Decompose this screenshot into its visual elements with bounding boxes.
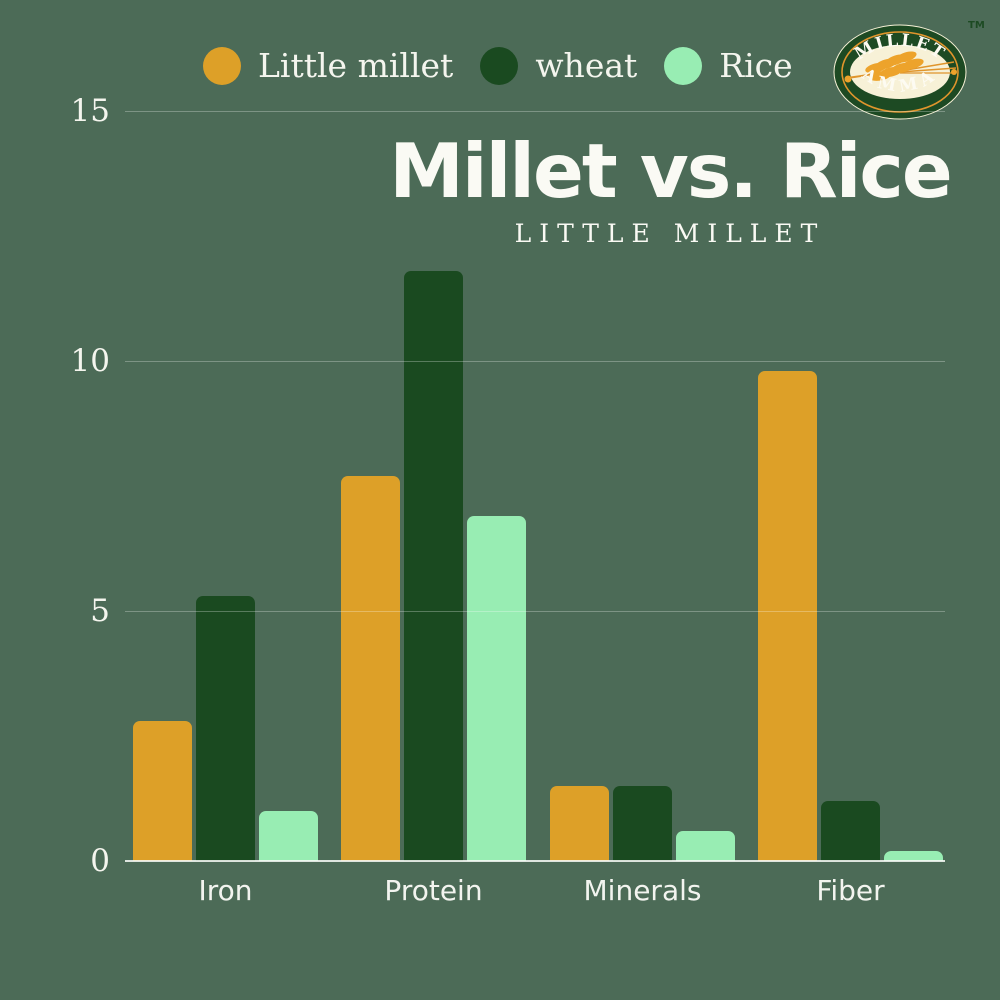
bar-wheat-fiber [821, 801, 880, 861]
legend-label: wheat [535, 46, 638, 85]
wheat-icon [844, 51, 957, 83]
bar-rice-fiber [884, 851, 943, 861]
y-tick-label-0: 0 [90, 843, 110, 879]
y-tick-label-10: 10 [70, 343, 110, 379]
legend-item-little-millet: Little millet [203, 46, 453, 85]
plot-area: Iron Protein Minerals Fiber [125, 111, 945, 907]
logo-ring [841, 31, 959, 113]
y-tick-label-15: 15 [70, 93, 110, 129]
bar-little-millet-minerals [550, 786, 609, 861]
x-category-label-protein: Protein [384, 874, 483, 907]
title-block: Millet vs. Rice LITTLE MILLET [345, 127, 995, 249]
legend-swatch-icon [664, 46, 703, 85]
bar-rice-iron [259, 811, 318, 861]
millet-amma-logo: TM MILLET AMMA [833, 20, 985, 120]
legend-swatch-icon [480, 46, 519, 85]
bar-little-millet-fiber [758, 371, 817, 861]
gridline-10 [125, 361, 945, 362]
bar-wheat-iron [196, 596, 255, 861]
chart-title: Millet vs. Rice [389, 127, 953, 215]
chart-legend: Little millet wheat Rice [203, 46, 793, 85]
legend-item-wheat: wheat [480, 46, 637, 85]
trademark-symbol: TM [968, 20, 985, 31]
bar-little-millet-iron [133, 721, 192, 861]
bar-wheat-minerals [613, 786, 672, 861]
x-category-label-fiber: Fiber [816, 874, 885, 907]
bar-rice-protein [467, 516, 526, 861]
gridline-5 [125, 611, 945, 612]
bar-wheat-protein [404, 271, 463, 861]
x-axis-line [125, 860, 945, 862]
legend-swatch-icon [203, 46, 241, 85]
y-tick-label-5: 5 [90, 593, 110, 629]
legend-item-rice: Rice [664, 46, 793, 85]
bar-rice-minerals [676, 831, 735, 861]
chart-subtitle: LITTLE MILLET [514, 219, 826, 248]
legend-label: Little millet [258, 46, 454, 85]
gridline-15 [125, 111, 945, 112]
x-category-label-minerals: Minerals [583, 874, 702, 907]
bar-little-millet-protein [341, 476, 400, 861]
x-category-label-iron: Iron [198, 874, 253, 907]
legend-label: Rice [719, 46, 793, 85]
